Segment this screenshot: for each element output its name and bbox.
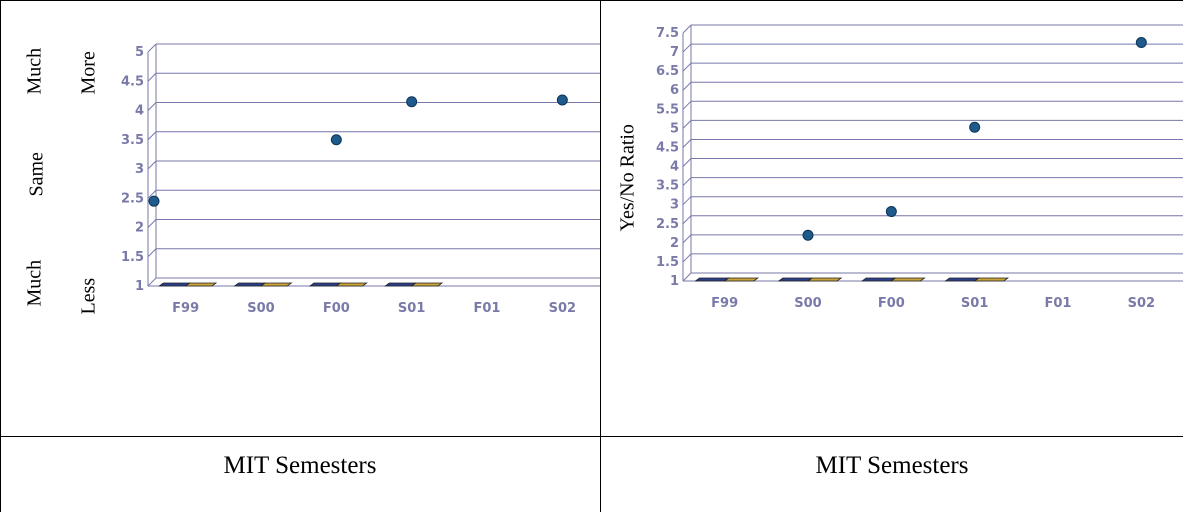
gridline-depth [682,234,692,244]
gridline-depth [682,196,692,206]
floor-bar-a [384,282,417,287]
y-tick-label: 3 [135,162,144,177]
x-tick-label: S01 [398,301,425,316]
y-tick-label: 1 [135,279,144,294]
gridline-depth [682,43,692,53]
y-tick-label: 3.5 [656,179,679,194]
caption-left: MIT Semesters [223,452,377,479]
gridline-depth [682,62,692,72]
x-tick-label: F99 [172,301,199,316]
gridline-depth [147,189,157,199]
y-tick-label: 7.5 [656,26,679,41]
table-middle-border [600,0,601,512]
y-tick-label: 2 [135,221,144,236]
floor-bar-b [184,282,218,287]
chart-left: 1 1.5 2 2.5 3 3.5 4 4.5 5 F99 S00 F00 S01 F01 S02 [121,43,600,316]
floor-bar-b [723,277,760,282]
gridline-depth [682,139,692,148]
floor-bar-a [308,282,342,287]
chart-right: 1 1.5 2 2.5 3 3.5 4 4.5 5 5.5 6 6.5 7 7.5 F99 S00 F00 S01… [656,24,1183,311]
gridline-depth [682,120,692,129]
x-tick-label: F00 [878,296,905,311]
x-tick-label: F99 [711,296,738,311]
x-tick-label: S00 [794,296,821,311]
gridline-depth [147,248,157,258]
gridline-depth [682,215,692,225]
caption-right: MIT Semesters [815,452,969,479]
floor-bar-b [806,277,843,282]
floor-bar-b [410,282,444,287]
gridline-depth [682,81,692,91]
y-tick-label: 2.5 [656,217,679,232]
floor-bar-b [890,277,926,282]
y-tick-label: 3 [670,198,679,213]
data-point [969,121,981,133]
y-tick-label: 5 [135,45,144,60]
gridline-depth [682,158,692,167]
x-tick-label: S02 [1128,296,1155,311]
y-tick-label: 5 [670,121,679,136]
y-tick-label: 6.5 [656,64,679,79]
gridline-depth [147,131,157,141]
y-tick-label: 5.5 [656,102,679,117]
floor-bar-b [335,282,368,287]
y-tick-label: 3.5 [121,133,144,148]
gridline-depth [682,177,692,186]
data-point [330,134,342,146]
x-tick-label: F00 [323,301,350,316]
y-tick-label: 4 [670,160,679,175]
floor-bar-a [158,282,191,287]
gridline-depth [147,72,157,82]
data-point [148,195,160,207]
gridline-depth [147,102,157,111]
gridline-depth [147,43,157,53]
gridline-depth [147,219,157,228]
table-top-border [0,0,1183,1]
floor-bar-a [944,277,980,282]
y-tick-label: 4.5 [121,74,144,89]
y-tick-label: 4 [135,104,144,119]
data-point [1135,37,1147,49]
floor-bar-b [259,282,293,287]
y-tick-label: 4.5 [656,140,679,155]
y-tick-label: 6 [670,83,679,98]
y-tick-label: 1.5 [121,250,144,265]
y-tick-label: 1 [670,274,679,289]
data-point [802,229,814,241]
gridline-depth [147,160,157,170]
x-tick-label: F01 [1045,296,1072,311]
gridline-depth [682,253,692,263]
floor-bar-a [694,277,730,282]
y-tick-label: 2.5 [121,191,144,206]
x-tick-label: S02 [549,301,576,316]
y-tick-label: 7 [670,45,679,60]
gridline-depth [682,272,692,282]
floor-bar-a [233,282,267,287]
x-tick-label: S01 [961,296,988,311]
x-tick-label: S00 [247,301,274,316]
floor-bar-b [973,277,1010,282]
y-tick-label: 2 [670,236,679,251]
data-point [556,94,568,106]
floor-bar-a [777,277,814,282]
gridline-depth [682,100,692,110]
data-point [406,96,418,108]
data-point [885,206,897,218]
table-row-divider [0,436,1183,437]
y-tick-label: 1.5 [656,255,679,270]
gridline-depth [682,24,692,34]
table-left-border [0,0,1,512]
gridline-depth [147,277,157,287]
floor-bar-a [860,277,897,282]
x-tick-label: F01 [474,301,501,316]
